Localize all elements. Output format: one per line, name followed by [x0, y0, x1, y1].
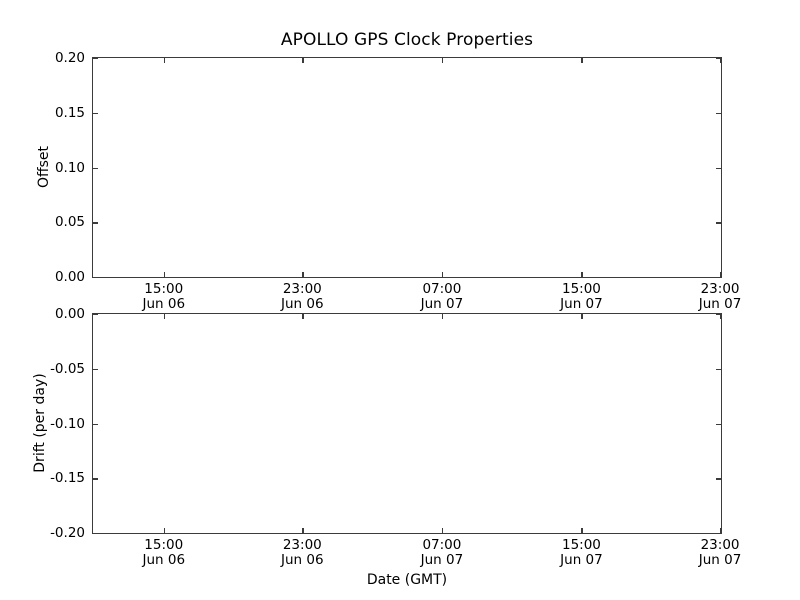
offset-xtick-mark-top-4: [720, 58, 722, 63]
offset-axis-label-text: Offset: [36, 145, 52, 189]
offset-ytick-mark-right-3: [716, 222, 721, 224]
drift-ytick-mark-right-2: [716, 423, 721, 425]
x-axis-label: Date (GMT): [366, 572, 448, 588]
drift-ytick-mark-left-2: [93, 423, 98, 425]
drift-xtick-label-1: 23:00 Jun 06: [281, 538, 324, 567]
offset-xtick-label-0: 15:00 Jun 06: [142, 282, 185, 311]
offset-xtick-mark-3: [581, 272, 583, 277]
drift-xtick-time-1: 23:00: [282, 537, 322, 553]
offset-xtick-date-2: Jun 07: [420, 295, 464, 312]
drift-xtick-mark-0: [163, 528, 166, 533]
offset-xtick-mark-1: [302, 272, 304, 277]
offset-ytick-mark-left-4: [93, 277, 98, 279]
offset-xtick-mark-2: [441, 272, 444, 277]
drift-plot-area[interactable]: [93, 314, 721, 533]
drift-xtick-mark-top-3: [581, 314, 583, 319]
offset-xtick-date-3: Jun 07: [560, 295, 603, 312]
drift-xtick-label-3: 15:00 Jun 07: [560, 538, 603, 567]
offset-ytick-mark-left-2: [93, 167, 98, 169]
drift-xtick-date-2: Jun 07: [420, 551, 464, 568]
offset-ytick-mark-left-0: [93, 58, 98, 60]
offset-xtick-time-1: 23:00: [282, 281, 322, 297]
drift-xtick-label-0: 15:00 Jun 06: [142, 538, 185, 567]
drift-xtick-date-3: Jun 07: [560, 551, 603, 568]
chart-title: APOLLO GPS Clock Properties: [280, 30, 534, 50]
offset-plot-area[interactable]: [93, 58, 721, 277]
drift-ytick-label-3: -0.15: [50, 470, 85, 487]
offset-xtick-mark-0: [163, 272, 166, 277]
offset-xtick-label-4: 23:00 Jun 07: [699, 282, 742, 311]
offset-xtick-date-1: Jun 06: [281, 295, 324, 312]
drift-ytick-mark-right-4: [716, 533, 721, 535]
drift-xtick-mark-top-0: [163, 314, 166, 319]
offset-xtick-date-0: Jun 06: [142, 295, 186, 312]
offset-xtick-time-3: 15:00: [561, 281, 601, 297]
drift-xtick-time-2: 07:00: [422, 537, 462, 553]
drift-ytick-mark-left-0: [93, 314, 98, 316]
drift-xtick-date-4: Jun 07: [698, 551, 742, 568]
offset-ytick-mark-left-1: [93, 112, 98, 115]
drift-ytick-label-4: -0.20: [50, 525, 85, 541]
offset-xtick-mark-top-0: [163, 58, 166, 63]
offset-xtick-mark-top-1: [302, 58, 304, 63]
drift-xtick-mark-top-4: [720, 314, 722, 319]
offset-ytick-label-0: 0.20: [54, 50, 85, 66]
offset-ytick-mark-left-3: [93, 222, 98, 224]
offset-ytick-mark-right-2: [716, 167, 721, 169]
drift-xtick-mark-4: [720, 528, 722, 533]
offset-xtick-label-3: 15:00 Jun 07: [560, 282, 603, 311]
offset-ytick-label-2: 0.10: [54, 159, 85, 176]
drift-ytick-label-0: 0.00: [54, 306, 85, 322]
drift-ytick-mark-left-3: [93, 478, 98, 480]
drift-ytick-mark-left-4: [93, 533, 98, 535]
drift-xtick-time-3: 15:00: [561, 537, 601, 553]
offset-xtick-mark-top-2: [441, 58, 444, 63]
offset-xtick-label-2: 07:00 Jun 07: [421, 282, 464, 311]
offset-xtick-time-4: 23:00: [700, 281, 740, 297]
drift-xtick-mark-2: [441, 528, 444, 533]
offset-xtick-time-2: 07:00: [422, 281, 462, 297]
offset-ytick-mark-right-0: [716, 58, 721, 60]
offset-ytick-mark-right-4: [716, 277, 721, 279]
drift-ytick-label-1: -0.05: [50, 360, 85, 377]
drift-xtick-time-0: 15:00: [144, 537, 184, 553]
drift-xtick-date-1: Jun 06: [281, 551, 324, 568]
drift-axis-label-text: Drift (per day): [32, 373, 48, 473]
drift-ytick-mark-right-3: [716, 478, 721, 480]
drift-xtick-mark-1: [302, 528, 304, 533]
drift-xtick-mark-3: [581, 528, 583, 533]
drift-xtick-time-4: 23:00: [700, 537, 740, 553]
drift-ytick-mark-right-1: [716, 368, 721, 371]
offset-xtick-date-4: Jun 07: [698, 295, 742, 312]
offset-plot-axes[interactable]: 0.20 0.15 0.10 0.05 0.00 15:00 Jun 06 23…: [55, 50, 741, 311]
drift-ytick-mark-left-1: [93, 368, 98, 371]
offset-ytick-label-3: 0.05: [54, 214, 85, 231]
drift-ytick-label-2: -0.10: [50, 415, 85, 432]
offset-xtick-mark-4: [720, 272, 722, 277]
offset-ytick-label-4: 0.00: [54, 269, 85, 285]
offset-ytick-label-1: 0.15: [54, 104, 85, 121]
drift-xtick-mark-top-1: [302, 314, 304, 319]
offset-ytick-mark-right-1: [716, 112, 721, 115]
drift-plot-axes[interactable]: 0.00 -0.05 -0.10 -0.15 -0.20 15:00 Jun 0…: [50, 306, 741, 567]
offset-xtick-label-1: 23:00 Jun 06: [281, 282, 324, 311]
drift-xtick-label-2: 07:00 Jun 07: [421, 538, 464, 567]
drift-ytick-mark-right-0: [716, 314, 721, 316]
drift-xtick-mark-top-2: [441, 314, 444, 319]
offset-xtick-mark-top-3: [581, 58, 583, 63]
drift-xtick-label-4: 23:00 Jun 07: [699, 538, 742, 567]
offset-xtick-time-0: 15:00: [144, 281, 184, 297]
drift-xtick-date-0: Jun 06: [142, 551, 186, 568]
